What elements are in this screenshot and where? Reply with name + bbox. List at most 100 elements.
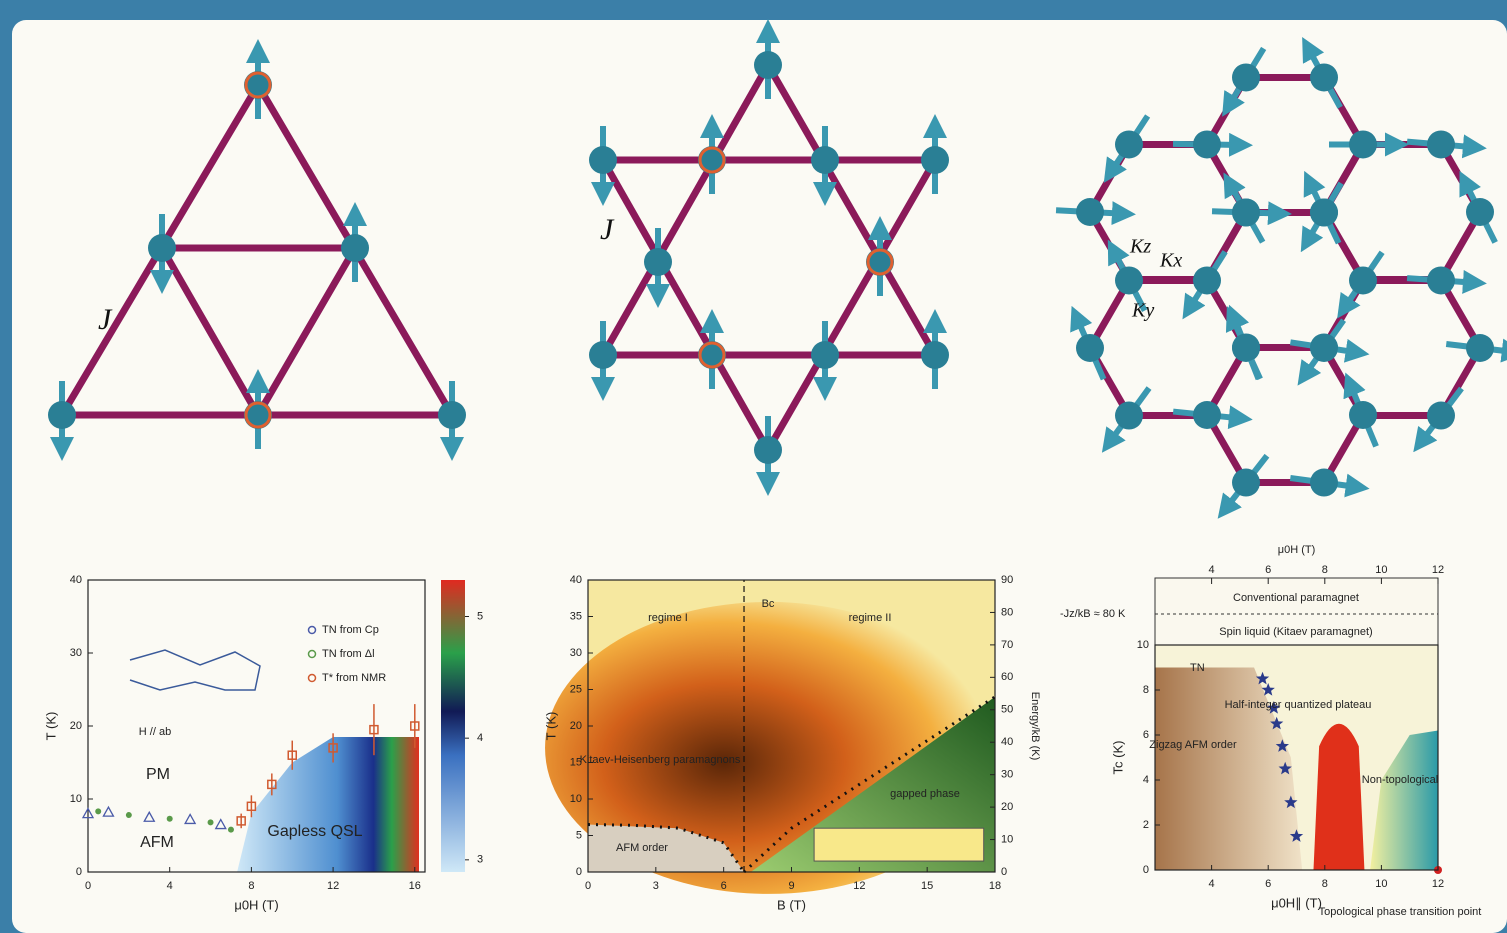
annotation: AFM	[140, 834, 174, 851]
heatmap	[588, 824, 745, 872]
site	[698, 146, 726, 174]
site	[1427, 401, 1455, 430]
data-point	[81, 807, 95, 819]
site	[1349, 266, 1377, 295]
heatmap-inset	[813, 827, 985, 862]
bond	[599, 63, 772, 357]
annotation: regime II	[849, 612, 892, 624]
x-axis-label: B (T)	[777, 897, 806, 912]
y2-tick-label: 80	[1001, 606, 1013, 618]
colorbar	[441, 580, 465, 872]
x-tick-label: 0	[85, 880, 91, 892]
site	[1427, 130, 1455, 159]
data-point	[143, 810, 156, 822]
x2-tick-label: 8	[1322, 564, 1328, 576]
site	[1466, 334, 1494, 362]
y2-tick-label: 70	[1001, 639, 1013, 651]
y-tick-label: 10	[70, 793, 82, 805]
y2-tick-label: 30	[1001, 769, 1013, 781]
y2-tick-label: 0	[1001, 866, 1007, 878]
x-tick-label: 16	[409, 880, 421, 892]
x-tick-label: 3	[653, 880, 659, 892]
site	[1466, 198, 1494, 226]
y-tick-label: 40	[70, 574, 82, 586]
y2-tick-label: 90	[1001, 574, 1013, 586]
chart: 0 3 6 9 12 15 18051015202530354001020304050607…	[543, 574, 1041, 913]
y2-tick-label: 60	[1001, 671, 1013, 683]
y-tick-label: 0	[576, 866, 582, 878]
data-point	[184, 813, 197, 825]
site	[1115, 130, 1143, 159]
site	[1232, 468, 1260, 497]
lattice-label: J	[98, 303, 113, 336]
y-tick-label: 35	[570, 610, 582, 622]
x2-tick-label: 4	[1209, 564, 1215, 576]
site-highlight	[244, 71, 272, 99]
lattices	[48, 18, 1507, 519]
bond	[254, 246, 359, 417]
plot-frame	[1154, 644, 1439, 871]
y-tick-label: 15	[570, 756, 582, 768]
phase-boundary	[742, 695, 996, 874]
legend-label: TN	[1190, 662, 1205, 674]
chart: 3 4 5 0 4 8 12 16 0 10 20 30 40 μ0H (T) T (K) TN from C…	[43, 574, 483, 913]
annotation: H // ab	[139, 726, 171, 738]
y-tick-label: 25	[570, 683, 582, 695]
x-tick-label: 6	[721, 880, 727, 892]
y-tick-label: 0	[76, 866, 82, 878]
data-point	[207, 819, 214, 826]
site	[589, 341, 617, 369]
site	[589, 146, 617, 174]
data-point	[246, 801, 257, 812]
colorbar-tick-label: 3	[477, 854, 483, 866]
x-tick-label: 10	[1375, 878, 1387, 890]
data-point	[227, 826, 234, 833]
site	[644, 248, 672, 276]
data-point	[1261, 683, 1275, 696]
upper-region	[1154, 577, 1439, 646]
data-point	[1267, 701, 1281, 714]
site	[1232, 63, 1260, 92]
x-axis-label: μ0H∥ (T)	[1271, 895, 1322, 910]
y-tick-label: 30	[70, 647, 82, 659]
data-point	[1284, 795, 1298, 809]
phase-region	[1370, 730, 1438, 870]
site	[341, 234, 369, 262]
x2-axis-label: μ0H (T)	[1278, 544, 1316, 556]
data-point	[102, 805, 115, 817]
y2-tick-label: 10	[1001, 833, 1013, 845]
y-tick-label: 10	[1137, 639, 1149, 651]
site-highlight	[866, 248, 894, 276]
x-tick-label: 12	[327, 880, 339, 892]
y-tick-label: 40	[570, 574, 582, 586]
site	[1076, 334, 1104, 362]
x-tick-label: 8	[248, 880, 254, 892]
x2-tick-label: 12	[1432, 564, 1444, 576]
x-tick-label: 4	[1209, 878, 1215, 890]
y-tick-label: 8	[1143, 684, 1149, 696]
lattice-label: Ky	[1131, 300, 1154, 322]
annotation: Gapless QSL	[267, 823, 362, 840]
site	[866, 248, 894, 276]
site	[754, 51, 782, 79]
y2-tick-label: 50	[1001, 704, 1013, 716]
bond	[764, 158, 939, 452]
site	[1232, 198, 1260, 227]
legend-marker	[307, 625, 317, 635]
annotation: regime I	[648, 612, 688, 624]
site	[921, 341, 949, 369]
data-point	[1270, 716, 1284, 730]
x-tick-label: 12	[1432, 878, 1444, 890]
site	[1076, 198, 1104, 226]
annotation: Zigzag AFM order	[1149, 739, 1237, 751]
y2-tick-label: 20	[1001, 801, 1013, 813]
chart: 4 6 8 10 12 μ0H (T) 4 6 8 10 12 0 2 4 6 8 10 μ0H∥ (T) Tc (…	[1060, 544, 1481, 918]
site	[48, 401, 76, 429]
y-tick-label: 4	[1143, 774, 1149, 786]
legend-label: TN from Δl	[322, 648, 375, 660]
data-point	[369, 724, 379, 735]
data-point	[287, 750, 297, 760]
phase-region	[1313, 723, 1365, 870]
